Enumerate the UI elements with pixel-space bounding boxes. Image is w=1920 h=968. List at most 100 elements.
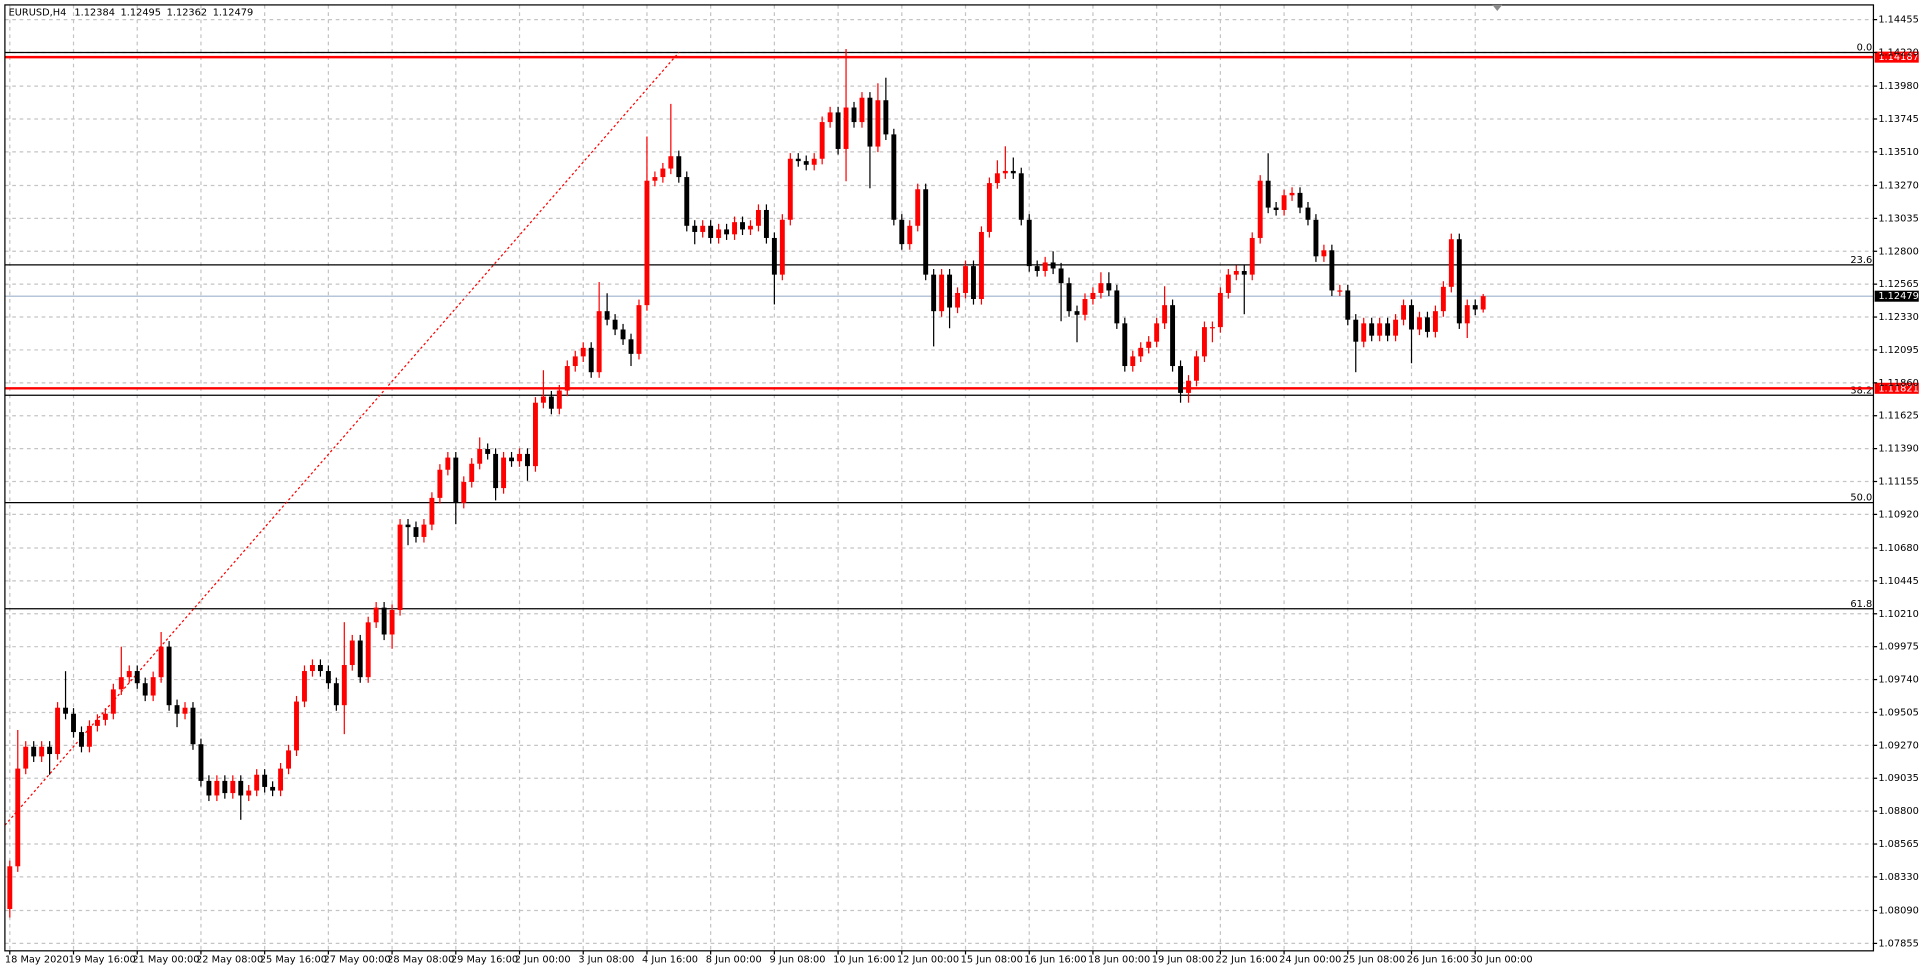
candle-body — [795, 158, 801, 162]
candle-body — [294, 701, 299, 751]
fibo-level-label: 50.0 — [1850, 493, 1872, 504]
candle-body — [1090, 292, 1096, 299]
y-tick-label: 1.13980 — [1878, 81, 1919, 92]
current-price-label: 1.12479 — [1878, 291, 1919, 302]
chart-shift-marker — [1492, 4, 1503, 12]
candle-body — [1361, 323, 1367, 342]
candle-body — [787, 158, 793, 220]
plot-frame — [4, 4, 1875, 952]
candle-body — [445, 457, 451, 470]
candle-body — [1377, 323, 1383, 336]
candle-body — [1257, 180, 1263, 238]
candle-body — [1337, 290, 1343, 292]
candle-body — [668, 156, 674, 169]
candle-body — [477, 449, 483, 464]
candle-body — [684, 177, 690, 226]
candle-body — [1106, 283, 1112, 291]
candle-body — [676, 156, 682, 178]
candle-body — [755, 209, 761, 226]
candle-body — [55, 707, 61, 755]
candle-body — [429, 497, 435, 525]
candle-body — [389, 610, 395, 635]
candle-body — [724, 229, 730, 235]
x-tick-label: 18 May 2020 — [5, 954, 69, 965]
candle-body — [341, 665, 347, 706]
candle-body — [1401, 305, 1406, 320]
candle-body — [1162, 305, 1168, 324]
candle-body — [1464, 305, 1470, 324]
candle-body — [15, 768, 21, 867]
price-label-box — [1874, 51, 1919, 63]
candle-body — [883, 100, 889, 135]
candle-body — [1440, 286, 1446, 312]
y-tick-label: 1.14220 — [1878, 48, 1919, 59]
y-tick-label: 1.07855 — [1878, 938, 1919, 949]
candle-body — [564, 366, 570, 391]
candle-body — [1042, 262, 1048, 271]
candle-body — [214, 780, 220, 796]
candle-body — [47, 746, 53, 755]
x-tick-label: 21 May 00:00 — [132, 954, 199, 965]
candle-body — [994, 173, 1000, 184]
y-tick-label: 1.09505 — [1878, 707, 1919, 718]
candle-body — [134, 671, 140, 684]
price-label-box — [1874, 290, 1919, 302]
candle-body — [397, 524, 403, 611]
symbol: EURUSD,H4 — [9, 7, 67, 18]
candle-body — [1098, 283, 1104, 293]
candle-body — [740, 222, 745, 230]
candle-body — [1353, 319, 1359, 342]
candle-body — [1209, 327, 1215, 329]
candle-body — [1385, 323, 1391, 336]
fibo-level-label: 38.2 — [1850, 385, 1872, 396]
x-tick-label: 25 May 16:00 — [260, 954, 327, 965]
candle-body — [907, 225, 913, 245]
x-tick-label: 22 May 08:00 — [196, 954, 263, 965]
trendline — [4, 52, 680, 826]
candle-body — [1289, 192, 1295, 196]
candle-body — [222, 780, 228, 794]
candle-body — [31, 746, 37, 757]
candle-body — [166, 646, 172, 706]
candle-body — [1034, 266, 1040, 271]
candle-body — [1074, 311, 1080, 315]
candle-body — [238, 780, 244, 796]
candle-body — [1345, 290, 1351, 320]
y-tick-label: 1.10210 — [1878, 609, 1919, 620]
candle-body — [708, 225, 714, 238]
candle-body — [373, 607, 379, 623]
candle-body — [230, 780, 236, 794]
candle-body — [875, 100, 881, 147]
candle-body — [1122, 323, 1128, 367]
candle-body — [548, 396, 554, 409]
y-tick-label: 1.14455 — [1878, 15, 1919, 26]
y-tick-label: 1.10920 — [1878, 509, 1919, 520]
candle-body — [819, 122, 825, 159]
candle-body — [532, 402, 538, 467]
candle-body — [1026, 219, 1032, 267]
x-tick-label: 16 Jun 16:00 — [1024, 954, 1086, 965]
price-label: 1.14187 — [1878, 52, 1919, 63]
x-tick-label: 19 May 16:00 — [69, 954, 136, 965]
candle-body — [493, 453, 499, 489]
candle-body — [803, 161, 809, 165]
y-tick-label: 1.11860 — [1878, 378, 1919, 389]
y-tick-label: 1.08800 — [1878, 806, 1919, 817]
candle-body — [1050, 262, 1056, 269]
fibo-level-label: 23.6 — [1850, 255, 1872, 266]
candle-body — [1417, 317, 1422, 330]
candle-body — [843, 107, 849, 149]
candle-body — [39, 746, 45, 757]
candle-body — [1329, 250, 1335, 291]
candle-body — [1058, 268, 1064, 284]
candle-body — [94, 719, 100, 726]
candle-body — [1066, 283, 1072, 312]
candle-body — [612, 319, 618, 330]
candle-body — [118, 677, 124, 690]
candle-body — [23, 746, 29, 769]
candle-body — [1114, 290, 1120, 324]
x-tick-label: 3 Jun 08:00 — [578, 954, 634, 965]
candle-body — [254, 774, 260, 791]
candle-body — [620, 329, 626, 340]
